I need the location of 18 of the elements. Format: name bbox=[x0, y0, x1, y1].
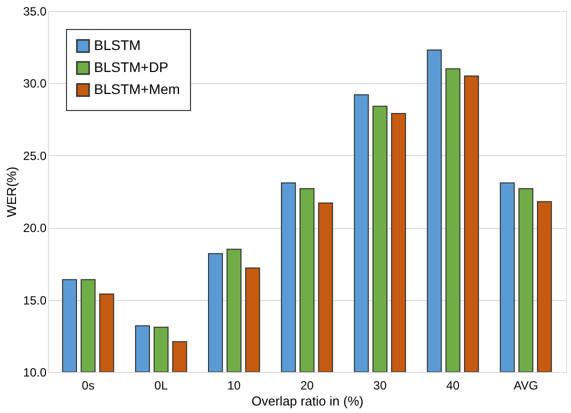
legend-label: BLSTM+Mem bbox=[94, 81, 180, 97]
x-tick-label: 10 bbox=[227, 378, 242, 392]
x-axis-title: Overlap ratio in (%) bbox=[252, 394, 364, 408]
y-tick-label: 25.0 bbox=[23, 148, 47, 163]
x-tick-label: 0s bbox=[82, 378, 94, 392]
y-tick-label: 20.0 bbox=[23, 221, 47, 236]
y-tick-label: 10.0 bbox=[23, 366, 47, 380]
x-tick-label: 20 bbox=[300, 378, 314, 392]
y-tick-label: 30.0 bbox=[23, 76, 47, 91]
x-tick-label: 40 bbox=[446, 378, 460, 392]
x-tick-label: 30 bbox=[373, 378, 387, 392]
legend-label: BLSTM+DP bbox=[94, 59, 168, 75]
y-tick-label: 15.0 bbox=[23, 293, 47, 308]
legend-label: BLSTM bbox=[94, 37, 141, 53]
x-tick-label: AVG bbox=[514, 378, 538, 392]
y-tick-label: 35.0 bbox=[23, 4, 47, 18]
y-axis-title: WER(%) bbox=[4, 166, 20, 218]
x-tick-label: 0L bbox=[154, 378, 168, 392]
